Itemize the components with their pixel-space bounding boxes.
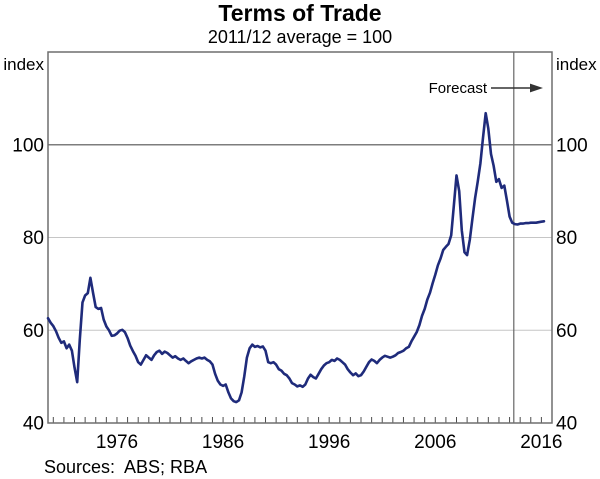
x-tick-label: 1976 [96,432,138,453]
x-axis-labels: 1976 1986 1996 2006 2016 [96,432,563,453]
sources-note: Sources: ABS; RBA [44,457,208,477]
x-tick-label: 2006 [414,432,456,453]
x-tick-label: 1996 [308,432,350,453]
chart-subtitle: 2011/12 average = 100 [207,27,393,47]
x-tick-label: 1986 [202,432,244,453]
y-tick-label-left: 80 [23,228,44,249]
y-tick-label-left: 100 [12,135,44,156]
forecast-arrowhead-icon [530,83,543,93]
plot-frame [47,51,553,424]
forecast-label: Forecast [429,80,488,97]
y-axis-labels-right: 40 60 80 100 [556,135,588,434]
y-tick-label-right: 40 [556,414,577,435]
y-tick-label-right: 100 [556,135,588,156]
y-tick-label-right: 60 [556,321,577,342]
forecast-annotation: Forecast [429,80,543,97]
gridlines [48,144,552,331]
y-tick-label-left: 60 [23,321,44,342]
unit-label-left: index [3,55,44,74]
unit-label-right: index [556,55,597,74]
y-tick-label-left: 40 [23,414,44,435]
y-axis-labels-left: 40 60 80 100 [12,135,44,434]
x-tick-label: 2016 [520,432,562,453]
series-line [46,111,546,404]
x-axis-ticks [52,417,542,423]
chart-title: Terms of Trade [218,0,382,26]
y-tick-label-right: 80 [556,228,577,249]
